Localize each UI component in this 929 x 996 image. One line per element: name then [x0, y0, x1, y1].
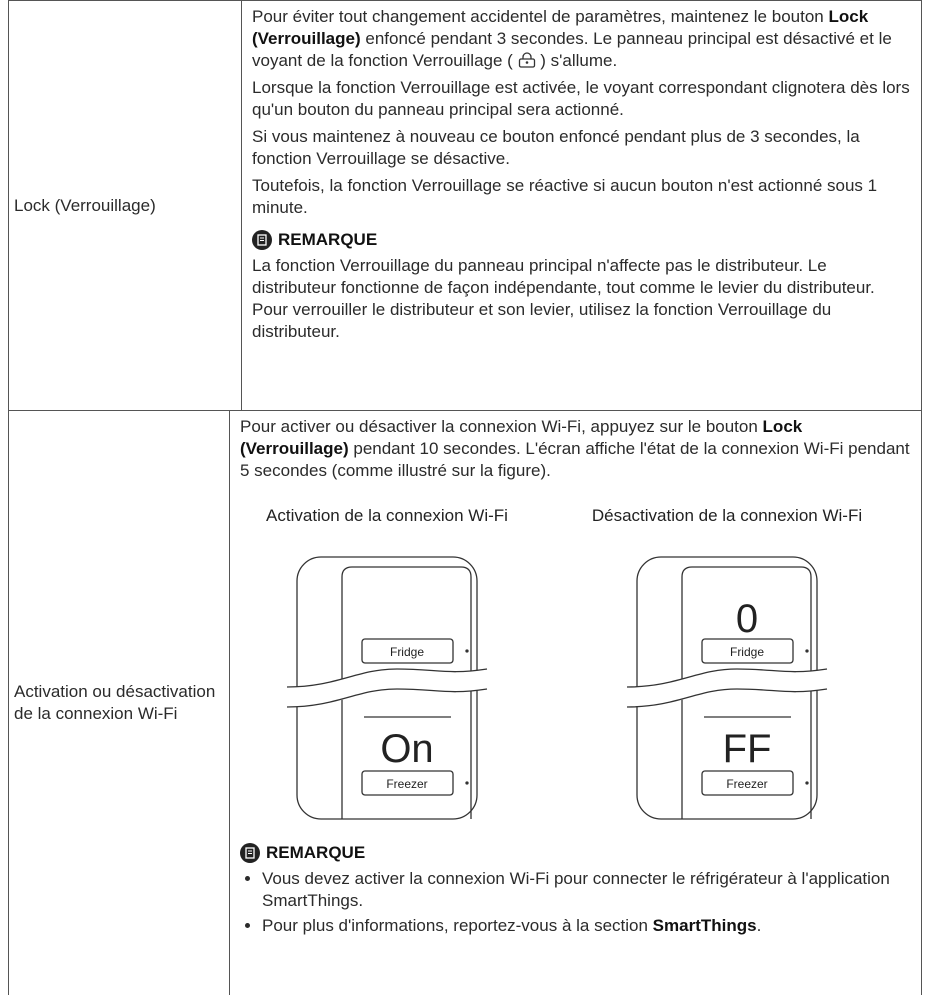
bold-text: SmartThings: [652, 916, 757, 935]
panel: Fridge On Freezer: [286, 556, 488, 820]
lock-icon: [518, 52, 535, 68]
text: Si vous maintenez à nouveau ce bouton en…: [252, 127, 860, 168]
note-title: REMARQUE: [240, 842, 911, 864]
freezer-label: Freezer: [386, 777, 427, 791]
note-title-text: REMARQUE: [266, 843, 366, 862]
figures: Activation de la connexion Wi-Fi Désacti…: [266, 506, 862, 820]
text: pendant 10 secondes. L'écran affiche l'é…: [240, 439, 910, 480]
row-label: Lock (Verrouillage): [8, 1, 242, 410]
figure-caption: Activation de la connexion Wi-Fi: [266, 506, 508, 525]
note-text: La fonction Verrouillage du panneau prin…: [252, 256, 875, 341]
paragraph: Pour activer ou désactiver la connexion …: [240, 416, 911, 482]
row-content: Pour éviter tout changement accidentel d…: [242, 1, 922, 410]
text: Pour éviter tout changement accidentel d…: [252, 7, 829, 26]
text: .: [756, 916, 762, 935]
paragraph: Pour éviter tout changement accidentel d…: [252, 6, 911, 72]
row-label-text: Lock (Verrouillage): [14, 195, 156, 215]
row-label: Activation ou désactivation de la connex…: [8, 411, 230, 995]
note-icon: [240, 843, 260, 863]
paragraph: Si vous maintenez à nouveau ce bouton en…: [252, 126, 911, 170]
table: Lock (Verrouillage) Pour éviter tout cha…: [8, 0, 922, 996]
text: Lorsque la fonction Verrouillage est act…: [252, 78, 910, 119]
text: Pour plus d'informations, reportez-vous …: [262, 916, 653, 935]
note-icon: [252, 230, 272, 250]
text: ) s'allume.: [540, 51, 618, 70]
note-bullet: Pour plus d'informations, reportez-vous …: [262, 915, 911, 937]
figure-caption: Désactivation de la connexion Wi-Fi: [592, 506, 862, 525]
row-label-text: Activation ou désactivation de la connex…: [14, 682, 216, 723]
text: Vous devez activer la connexion Wi-Fi po…: [262, 869, 890, 910]
text: Toutefois, la fonction Verrouillage se r…: [252, 176, 878, 217]
display: On: [380, 727, 433, 771]
paragraph: Toutefois, la fonction Verrouillage se r…: [252, 175, 911, 219]
note-bullet: Vous devez activer la connexion Wi-Fi po…: [262, 868, 911, 912]
paragraph: Lorsque la fonction Verrouillage est act…: [252, 77, 911, 121]
row-content: Pour activer ou désactiver la connexion …: [230, 411, 922, 995]
display: FF: [723, 727, 772, 771]
panel: 0 Fridge FF Freezer: [626, 556, 828, 820]
fridge-label: Fridge: [730, 645, 764, 659]
text: enfoncé pendant 3 secondes. Le panneau p…: [252, 29, 892, 70]
note-list: Vous devez activer la connexion Wi-Fi po…: [240, 868, 911, 937]
note-title: REMARQUE: [252, 229, 911, 251]
fridge-label: Fridge: [390, 645, 424, 659]
bold-text: Lock (Verrouillage): [240, 417, 803, 458]
table-row: Lock (Verrouillage) Pour éviter tout cha…: [8, 1, 922, 411]
note-title-text: REMARQUE: [278, 230, 378, 249]
freezer-label: Freezer: [726, 777, 767, 791]
text: Pour activer ou désactiver la connexion …: [240, 417, 763, 436]
table-row: Activation ou désactivation de la connex…: [8, 411, 922, 995]
display: 0: [736, 597, 758, 641]
bold-text: Lock (Verrouillage): [252, 7, 869, 48]
